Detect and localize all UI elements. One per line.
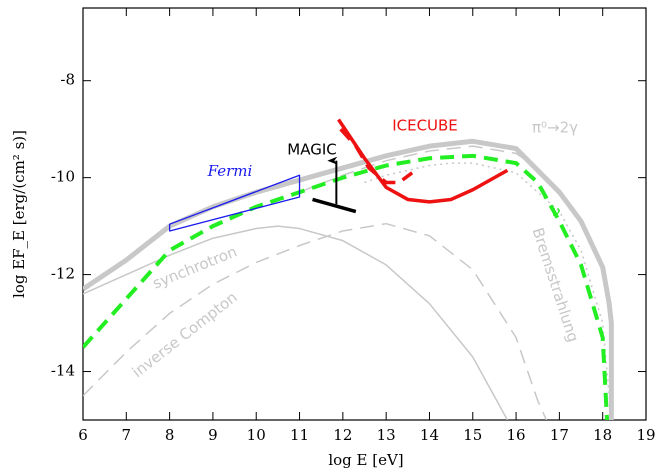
curve bbox=[364, 162, 613, 420]
x-tick-label: 19 bbox=[636, 426, 655, 444]
curve bbox=[83, 225, 509, 420]
curve bbox=[299, 145, 560, 193]
x-tick-label: 15 bbox=[463, 426, 482, 444]
x-tick-label: 12 bbox=[333, 426, 352, 444]
x-tick-label: 8 bbox=[165, 426, 175, 444]
plot-frame bbox=[82, 7, 647, 421]
curve-label: MAGIC bbox=[287, 141, 336, 159]
x-tick-label: 6 bbox=[78, 426, 88, 444]
x-tick-label: 17 bbox=[550, 426, 569, 444]
curve-label: synchrotron bbox=[150, 242, 240, 292]
plot-area bbox=[83, 118, 614, 420]
x-axis-label: log E [eV] bbox=[328, 451, 403, 469]
y-tick-label: -10 bbox=[51, 168, 75, 186]
x-tick-label: 18 bbox=[593, 426, 612, 444]
curve-label: inverse Compton bbox=[129, 288, 241, 381]
y-tick-label: -8 bbox=[60, 71, 75, 89]
x-tick-label: 9 bbox=[208, 426, 218, 444]
curve bbox=[312, 197, 357, 214]
x-tick-label: 11 bbox=[290, 426, 309, 444]
curve-label: Fermi bbox=[207, 162, 253, 180]
curve bbox=[168, 174, 301, 232]
y-axis-label: log EF_E [erg/(cm² s)] bbox=[10, 130, 28, 298]
curve-label: ICECUBE bbox=[392, 117, 458, 135]
curve-label: ν bbox=[551, 202, 560, 220]
x-tick-label: 13 bbox=[377, 426, 396, 444]
curve bbox=[83, 222, 548, 420]
x-tick-label: 14 bbox=[420, 426, 439, 444]
curve-label: π⁰→2γ bbox=[532, 119, 578, 137]
curve-label: Bremsstrahlung bbox=[529, 225, 583, 344]
x-tick-label: 7 bbox=[122, 426, 132, 444]
x-tick-label: 10 bbox=[247, 426, 266, 444]
curve bbox=[83, 153, 610, 420]
y-tick-label: -12 bbox=[51, 265, 75, 283]
y-tick-label: -14 bbox=[51, 362, 75, 380]
x-tick-label: 16 bbox=[507, 426, 526, 444]
